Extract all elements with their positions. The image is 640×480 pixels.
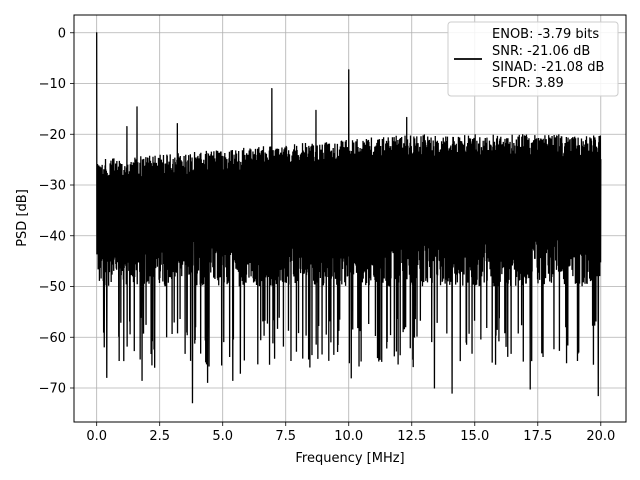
x-tick-label: 7.5 — [275, 429, 296, 444]
legend-box — [447, 21, 619, 97]
y-tick-label: −30 — [39, 179, 66, 194]
spectral-peak-point — [96, 32, 98, 34]
y-axis-label: PSD [dB] — [15, 189, 30, 247]
spectral-peak-point — [315, 109, 317, 112]
x-tick-label: 2.5 — [149, 429, 170, 444]
y-tick-label: −40 — [39, 229, 66, 244]
spectral-peak-point — [176, 123, 178, 125]
spectral-peak-point — [348, 69, 350, 71]
y-tick-label: −10 — [39, 77, 66, 92]
plot-frame — [73, 14, 627, 423]
legend-entry-sfdr: SFDR: 3.89 — [492, 76, 564, 91]
spectral-peak-point — [406, 116, 408, 119]
y-tick-label: −50 — [39, 280, 66, 295]
x-tick-label: 10.0 — [334, 429, 363, 444]
x-tick-label: 17.5 — [523, 429, 552, 444]
legend-entry-enob: ENOB: -3.79 bits — [492, 27, 599, 42]
spectral-peak-point — [126, 126, 128, 128]
legend-entry-sinad: SINAD: -21.08 dB — [492, 60, 604, 75]
x-axis-label: Frequency [MHz] — [295, 451, 404, 466]
x-tick-label: 5.0 — [212, 429, 233, 444]
psd-series — [96, 32, 602, 404]
y-tick-label: −60 — [39, 331, 66, 346]
x-tick-label: 20.0 — [586, 429, 615, 444]
x-tick-label: 12.5 — [397, 429, 426, 444]
x-tick-label: 0.0 — [86, 429, 107, 444]
x-axis-ticks: 0.0 2.5 5.0 7.5 10.0 12.5 15.0 17.5 20.0 — [86, 422, 615, 444]
spectral-peak-point — [136, 106, 138, 108]
y-tick-label: −20 — [39, 128, 66, 143]
y-tick-label: −70 — [39, 381, 66, 396]
legend: ENOB: -3.79 bits SNR: -21.06 dB SINAD: -… — [447, 21, 619, 97]
y-axis-ticks: 0 −10 −20 −30 −40 −50 −60 −70 — [39, 26, 74, 396]
x-tick-label: 15.0 — [460, 429, 489, 444]
spectral-peak-point — [271, 87, 273, 90]
y-tick-label: 0 — [58, 26, 66, 41]
legend-entry-snr: SNR: -21.06 dB — [492, 44, 590, 59]
